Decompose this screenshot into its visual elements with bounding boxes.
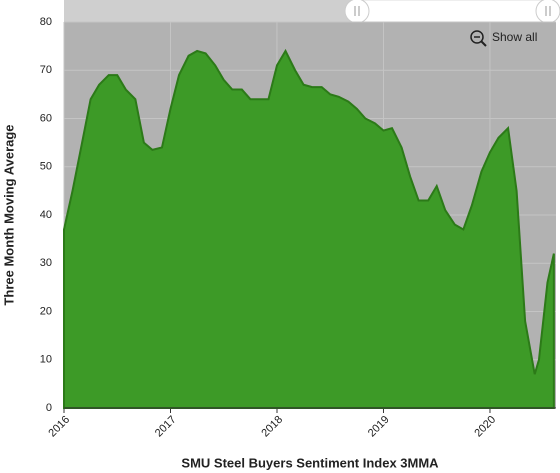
reset-zoom-label[interactable]: Show all: [492, 30, 537, 44]
y-tick-label: 80: [40, 16, 52, 28]
y-tick-label: 50: [40, 161, 52, 173]
y-axis-label: Three Month Moving Average: [1, 124, 16, 305]
reset-zoom-button[interactable]: Show all: [470, 30, 537, 47]
navigator-handle[interactable]: [535, 0, 560, 24]
y-tick-label: 0: [46, 402, 52, 414]
y-tick-label: 60: [40, 112, 52, 124]
area: [63, 48, 555, 409]
x-tick-label: 2019: [366, 414, 392, 440]
x-tick-label: 2017: [153, 414, 179, 440]
y-tick-label: 20: [40, 305, 52, 317]
y-tick-label: 40: [40, 209, 52, 221]
y-tick-label: 70: [40, 64, 52, 76]
zoom-icon: [470, 30, 484, 44]
x-tick-label: 2018: [259, 414, 285, 440]
navigator-track: [64, 0, 357, 22]
y-tick-label: 10: [40, 354, 52, 366]
x-tick-label: 2020: [472, 414, 498, 440]
navigator-handle[interactable]: [344, 0, 370, 24]
y-tick-label: 30: [40, 257, 52, 269]
chart-title: SMU Steel Buyers Sentiment Index 3MMA: [181, 455, 439, 470]
navigator-window[interactable]: [356, 0, 549, 23]
x-tick-label: 2016: [46, 414, 72, 440]
zoom-icon: [480, 40, 487, 47]
